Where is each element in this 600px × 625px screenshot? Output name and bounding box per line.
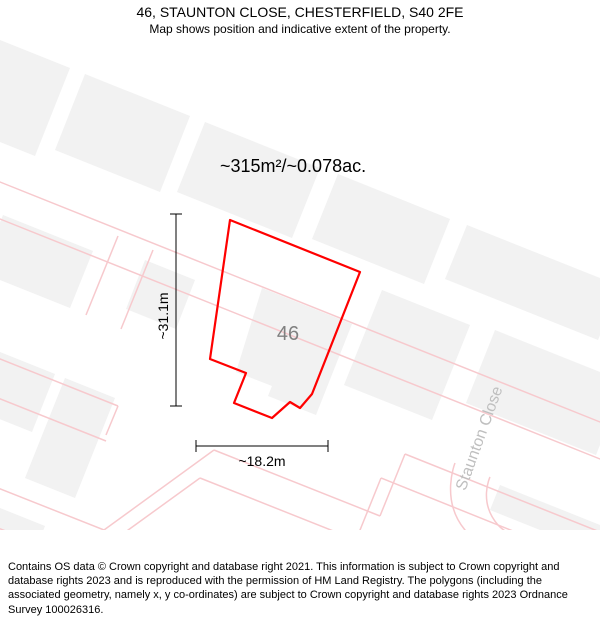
header: 46, STAUNTON CLOSE, CHESTERFIELD, S40 2F… (0, 4, 600, 36)
area-label: ~315m²/~0.078ac. (220, 156, 366, 176)
page-container: 46, STAUNTON CLOSE, CHESTERFIELD, S40 2F… (0, 0, 600, 625)
dim-height-label: ~31.1m (155, 292, 171, 339)
page-subtitle: Map shows position and indicative extent… (0, 22, 600, 36)
dim-width-label: ~18.2m (238, 453, 285, 469)
page-title: 46, STAUNTON CLOSE, CHESTERFIELD, S40 2F… (0, 4, 600, 20)
footer-text: Contains OS data © Crown copyright and d… (8, 560, 592, 617)
map-svg: ~31.1m~18.2m~315m²/~0.078ac.46Staunton C… (0, 40, 600, 530)
house-number: 46 (277, 323, 299, 345)
map-area: ~31.1m~18.2m~315m²/~0.078ac.46Staunton C… (0, 40, 600, 530)
